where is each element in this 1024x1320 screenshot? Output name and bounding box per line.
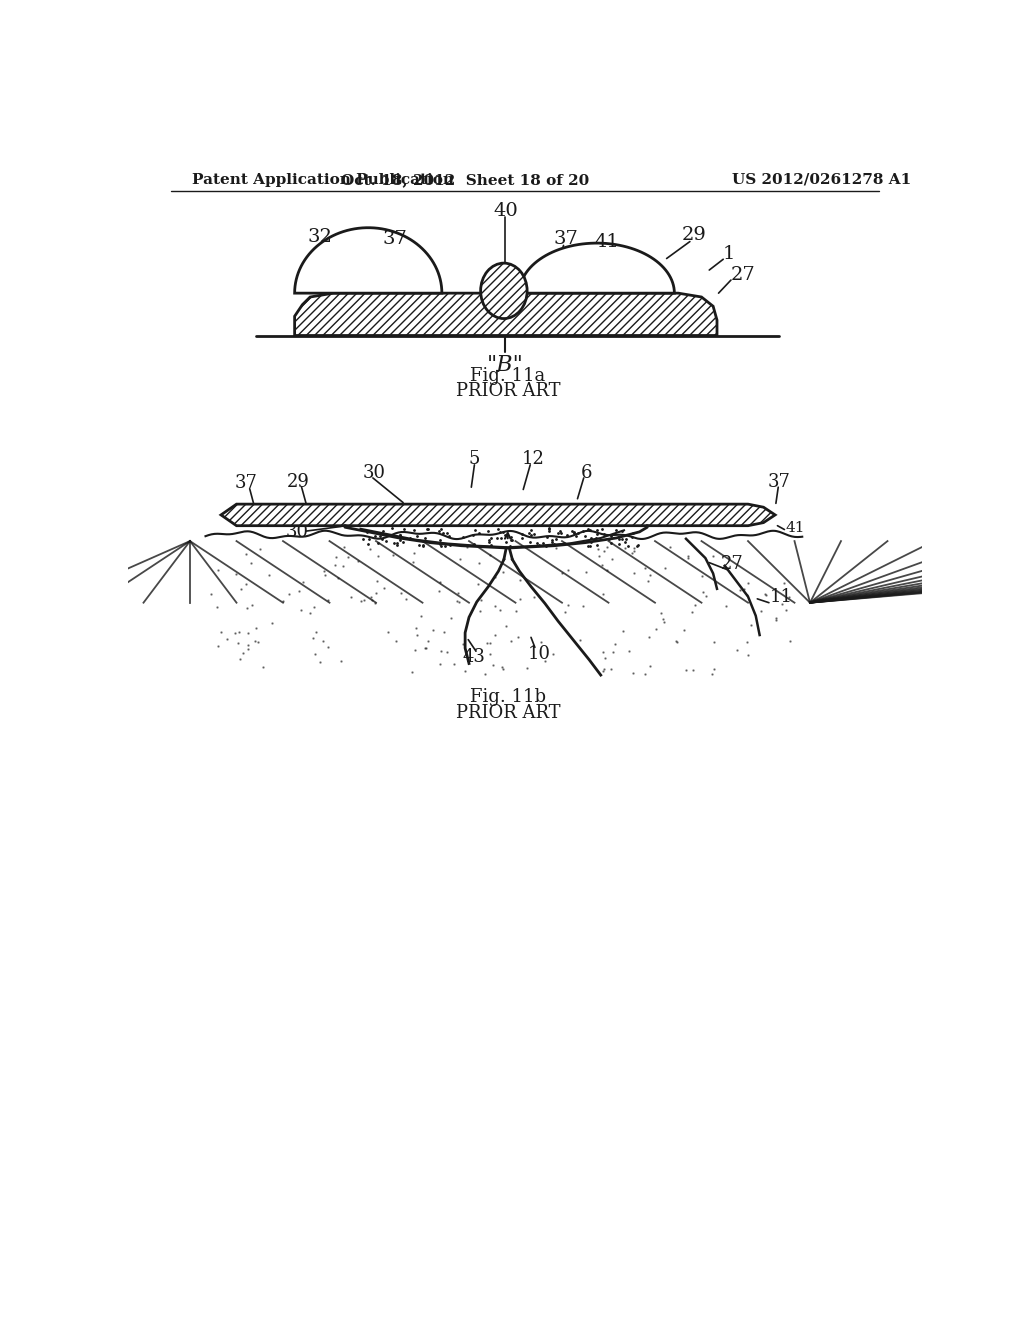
Text: "B": "B" <box>487 354 524 376</box>
Text: 43: 43 <box>462 648 485 667</box>
Text: 5: 5 <box>469 450 480 467</box>
Text: PRIOR ART: PRIOR ART <box>456 704 560 722</box>
Text: 32: 32 <box>308 228 333 246</box>
Polygon shape <box>221 504 775 525</box>
Text: 30: 30 <box>286 523 308 541</box>
Text: 27: 27 <box>731 267 756 284</box>
Text: 27: 27 <box>721 556 743 573</box>
Text: 12: 12 <box>522 450 545 467</box>
Text: Patent Application Publication: Patent Application Publication <box>191 173 454 187</box>
Ellipse shape <box>480 263 527 318</box>
Text: 37: 37 <box>234 474 257 492</box>
Polygon shape <box>519 243 675 293</box>
Text: 6: 6 <box>581 463 593 482</box>
Text: 29: 29 <box>287 473 310 491</box>
Text: 37: 37 <box>383 230 408 248</box>
Text: Oct. 18, 2012  Sheet 18 of 20: Oct. 18, 2012 Sheet 18 of 20 <box>341 173 589 187</box>
Text: 29: 29 <box>681 227 707 244</box>
Text: 37: 37 <box>768 473 791 491</box>
Text: 11: 11 <box>770 589 793 606</box>
Text: 41: 41 <box>595 232 620 251</box>
Text: Fig. 11a: Fig. 11a <box>470 367 546 384</box>
Text: 10: 10 <box>527 644 550 663</box>
Text: 1: 1 <box>723 246 735 263</box>
Polygon shape <box>295 228 442 293</box>
Text: PRIOR ART: PRIOR ART <box>456 381 560 400</box>
Text: Fig. 11b: Fig. 11b <box>470 689 546 706</box>
Polygon shape <box>295 293 717 335</box>
Text: 41: 41 <box>785 521 805 535</box>
Text: 30: 30 <box>362 463 386 482</box>
Text: US 2012/0261278 A1: US 2012/0261278 A1 <box>732 173 911 187</box>
Text: 37: 37 <box>553 230 579 248</box>
Text: 40: 40 <box>493 202 518 219</box>
